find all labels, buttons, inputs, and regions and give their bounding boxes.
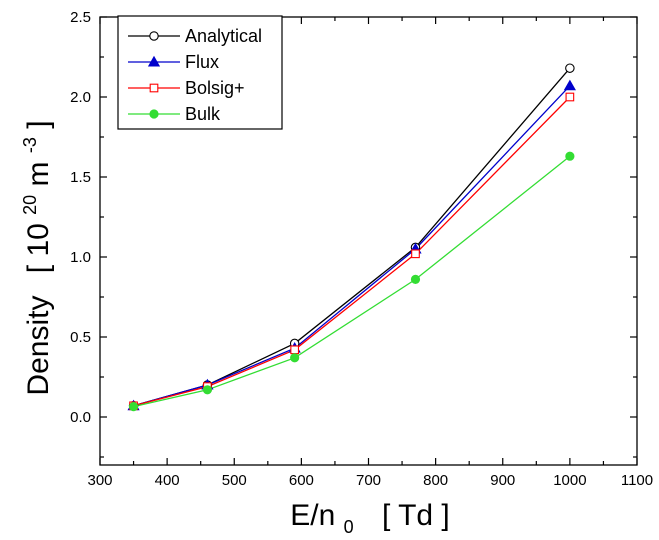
data-point-bulk — [410, 274, 421, 284]
data-point-bulk — [128, 401, 139, 412]
x-tick-label: 700 — [356, 472, 381, 489]
data-point-analytical — [565, 63, 575, 73]
legend-marker-bolsig- — [149, 83, 159, 93]
legend-marker-analytical — [149, 31, 159, 41]
x-tick-label: 1100 — [621, 472, 653, 489]
x-axis-title-unit: [ Td ] — [382, 499, 450, 532]
y-axis-title: Density [ 10 20 m -3 ] — [10, 120, 55, 395]
y-axis-title-unit-close: ] — [22, 120, 55, 128]
legend: Analytical Flux Bolsig+ Bulk — [117, 15, 283, 130]
data-point-flux — [563, 79, 576, 91]
legend-label-analytical: Analytical — [185, 26, 262, 46]
data-point-bolsig- — [565, 92, 575, 102]
x-tick-label: 400 — [155, 472, 180, 489]
legend-marker-bulk — [149, 109, 159, 119]
legend-marker-flux — [147, 55, 161, 67]
legend-label-bolsig-: Bolsig+ — [185, 78, 245, 98]
x-tick-label: 300 — [87, 472, 112, 489]
y-tick-label: 1.5 — [70, 169, 91, 186]
x-axis-title: E/n 0 [ Td ] — [290, 499, 450, 540]
y-tick-label: 1.0 — [70, 249, 91, 266]
x-tick-label: 500 — [222, 472, 247, 489]
series-markers — [127, 63, 576, 412]
y-tick-label: 0.0 — [70, 409, 91, 426]
data-point-bolsig- — [411, 249, 420, 259]
legend-label-bulk: Bulk — [185, 104, 221, 124]
y-tick-label: 2.5 — [70, 9, 91, 26]
y-axis-title-unit-exp: 20 — [20, 195, 40, 215]
data-point-bulk — [565, 151, 575, 161]
x-tick-label: 1000 — [553, 472, 586, 489]
axes: 300 400 500 600 700 800 900 1000 1100 0.0 0.5 1.0 1.… — [70, 9, 653, 489]
legend-box — [117, 15, 283, 130]
legend-label-flux: Flux — [185, 52, 219, 72]
y-axis-title-unit-exp2: -3 — [20, 137, 40, 153]
x-tick-label: 800 — [423, 472, 448, 489]
y-axis-title-unit-open: [ 10 — [22, 223, 55, 273]
y-axis-title-unit-mid: m — [22, 161, 55, 186]
y-tick-label: 0.5 — [70, 329, 91, 346]
x-axis-title-sub: 0 — [344, 517, 354, 537]
x-axis-title-main: E/n — [290, 499, 335, 532]
series-line-bulk — [133, 155, 571, 408]
x-tick-label: 900 — [490, 472, 515, 489]
data-point-bulk — [202, 385, 212, 395]
series-line-flux — [133, 85, 571, 407]
x-tick-label: 600 — [289, 472, 314, 489]
data-point-bolsig- — [290, 345, 300, 355]
y-tick-label: 2.0 — [70, 89, 91, 106]
y-axis-title-main: Density — [22, 296, 55, 396]
data-point-bulk — [290, 353, 300, 363]
